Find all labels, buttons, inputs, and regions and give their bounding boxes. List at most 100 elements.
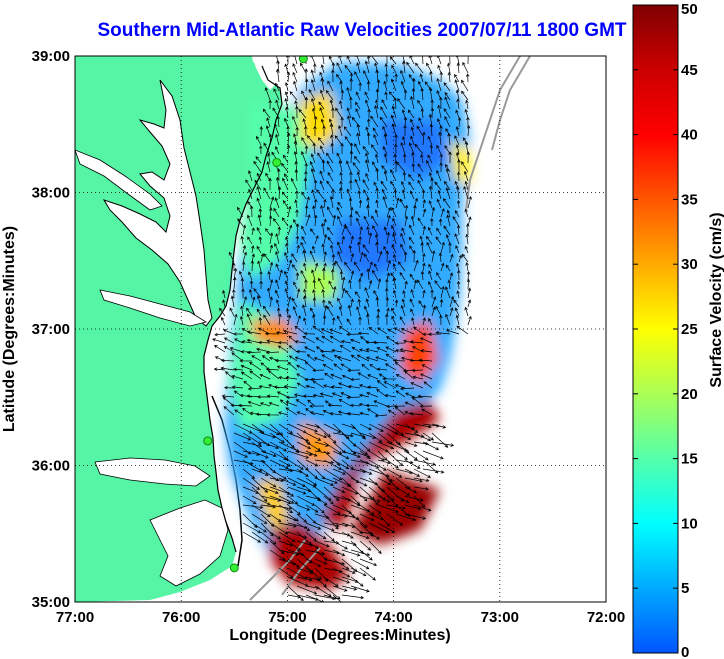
velocity-arrow	[465, 233, 469, 245]
velocity-arrow	[417, 217, 424, 227]
velocity-arrow	[322, 299, 326, 308]
velocity-arrow	[401, 109, 406, 119]
velocity-arrow	[368, 423, 384, 432]
velocity-arrow	[457, 159, 461, 173]
velocity-arrow	[275, 299, 280, 308]
velocity-arrow	[251, 245, 255, 254]
velocity-arrow	[429, 123, 434, 137]
velocity-arrow	[301, 225, 307, 236]
velocity-arrow	[461, 253, 469, 263]
colorbar-tick-label: 35	[681, 191, 698, 208]
velocity-arrow	[467, 315, 472, 326]
velocity-arrow	[303, 177, 308, 191]
velocity-arrow	[365, 340, 379, 344]
velocity-arrow	[384, 363, 397, 371]
velocity-arrow	[247, 214, 253, 227]
velocity-arrow	[284, 97, 289, 110]
velocity-arrow	[431, 296, 437, 308]
velocity-arrow	[408, 224, 415, 236]
velocity-arrow	[363, 215, 370, 227]
velocity-arrow	[392, 232, 397, 245]
velocity-arrow	[259, 373, 271, 380]
velocity-arrow	[386, 468, 403, 478]
velocity-arrow	[266, 413, 280, 417]
velocity-arrow	[408, 181, 415, 191]
velocity-arrow	[350, 585, 370, 593]
velocity-arrow	[414, 143, 424, 155]
velocity-arrow	[249, 280, 254, 290]
velocity-arrow	[359, 504, 375, 516]
velocity-arrow	[409, 411, 424, 416]
velocity-arrow	[265, 350, 280, 355]
velocity-arrow	[312, 314, 316, 326]
velocity-arrow	[356, 171, 361, 182]
velocity-arrow	[231, 352, 244, 362]
velocity-arrow	[439, 314, 443, 326]
velocity-arrow	[223, 337, 235, 344]
velocity-arrow	[274, 289, 280, 299]
velocity-arrow	[436, 272, 442, 281]
velocity-arrow	[411, 87, 416, 101]
velocity-arrow	[295, 126, 299, 137]
velocity-arrow	[366, 391, 379, 398]
velocity-arrow	[423, 381, 433, 389]
velocity-arrow	[463, 186, 469, 200]
velocity-arrow	[351, 346, 361, 353]
velocity-arrow	[368, 232, 373, 245]
velocity-arrow	[431, 206, 436, 218]
velocity-arrow	[303, 125, 308, 137]
velocity-arrow	[384, 63, 388, 74]
velocity-arrow	[419, 404, 433, 408]
velocity-arrow	[302, 118, 307, 128]
velocity-arrow	[269, 244, 274, 254]
velocity-arrow	[377, 477, 392, 485]
velocity-arrow	[445, 264, 451, 272]
velocity-arrow	[308, 88, 316, 101]
velocity-arrow	[251, 513, 268, 524]
velocity-arrow	[445, 187, 451, 200]
velocity-arrow	[273, 88, 280, 101]
velocity-arrow	[263, 314, 271, 326]
velocity-arrow	[334, 135, 343, 146]
x-tick-label: 74:00	[374, 609, 412, 626]
velocity-arrow	[393, 189, 398, 200]
velocity-arrow	[345, 289, 352, 299]
velocity-arrow	[256, 395, 271, 399]
velocity-arrow	[319, 89, 325, 101]
velocity-arrow	[314, 459, 335, 465]
potomac-river	[75, 149, 163, 211]
velocity-arrow	[377, 495, 391, 503]
velocity-arrow	[314, 468, 326, 480]
velocity-arrow	[319, 170, 325, 182]
velocity-arrow	[350, 477, 368, 487]
velocity-arrow	[322, 267, 326, 281]
velocity-arrow	[287, 296, 292, 308]
velocity-arrow	[439, 162, 443, 173]
velocity-arrow	[430, 99, 434, 110]
velocity-arrow	[404, 450, 418, 461]
velocity-arrow	[420, 108, 424, 119]
velocity-arrow	[435, 330, 451, 335]
velocity-arrow	[286, 71, 291, 83]
velocity-arrow	[366, 197, 370, 209]
velocity-arrow	[276, 331, 289, 335]
velocity-arrow	[293, 80, 298, 92]
velocity-arrow	[408, 74, 415, 83]
velocity-arrow	[445, 163, 451, 173]
velocity-arrow	[385, 346, 397, 353]
velocity-arrow	[240, 364, 253, 371]
velocity-arrow	[375, 356, 388, 362]
velocity-arrow	[222, 289, 226, 299]
velocity-arrow	[246, 307, 253, 317]
velocity-arrow	[359, 513, 375, 521]
velocity-arrow	[269, 207, 273, 218]
velocity-arrow	[273, 385, 289, 389]
velocity-arrow	[368, 495, 379, 506]
velocity-arrow	[418, 173, 424, 182]
velocity-arrow	[288, 355, 298, 362]
velocity-arrow	[256, 172, 262, 182]
velocity-arrow	[305, 558, 322, 568]
velocity-arrow	[383, 170, 388, 182]
velocity-arrow	[372, 269, 379, 281]
velocity-arrow	[278, 376, 289, 380]
